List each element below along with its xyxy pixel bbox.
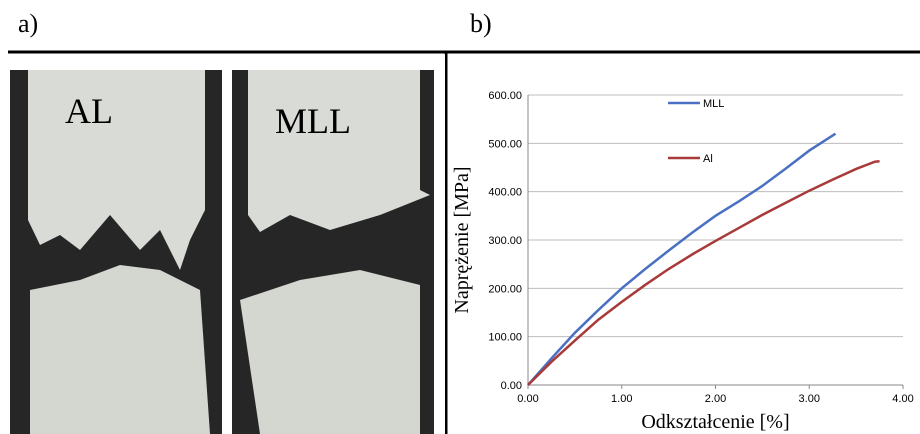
y-tick-label: 200.00	[488, 283, 522, 295]
series-line	[528, 134, 836, 385]
legend-label: MLL	[703, 98, 724, 110]
panel-label: b)	[470, 9, 492, 38]
fiber-block	[30, 265, 210, 434]
chart: 0.00 100.00 200.00 300.00 400.00 500.00 600.00…	[451, 90, 914, 433]
photo-label: AL	[65, 91, 113, 131]
y-tick-label: 500.00	[488, 138, 522, 150]
x-tick-label: 0.00	[517, 393, 538, 405]
x-tick-label: 2.00	[705, 393, 726, 405]
x-tick-label: 1.00	[611, 393, 632, 405]
y-tick-label: 300.00	[488, 235, 522, 247]
photo: AL MLL	[8, 54, 445, 434]
figure: a) b) AL MLL 0.00 100.00 200.00 300.00 400.0…	[0, 0, 920, 434]
y-tick-label: 600.00	[488, 90, 522, 102]
y-tick-label: 0.00	[501, 380, 522, 392]
y-tick-label: 400.00	[488, 187, 522, 199]
legend-label: Al	[703, 153, 713, 165]
panel-label: a)	[18, 9, 38, 38]
x-tick-label: 3.00	[799, 393, 820, 405]
y-axis-label: Naprężenie [MPa]	[451, 166, 473, 313]
fiber-block	[240, 270, 420, 434]
photo-label: MLL	[275, 101, 351, 141]
x-axis-label: Odkształcenie [%]	[641, 411, 789, 433]
x-tick-label: 4.00	[892, 393, 913, 405]
series-line	[528, 161, 880, 385]
page: a) b) AL MLL 0.00 100.00 200.00 300.00 400.0…	[0, 0, 920, 434]
y-tick-label: 100.00	[488, 332, 522, 344]
